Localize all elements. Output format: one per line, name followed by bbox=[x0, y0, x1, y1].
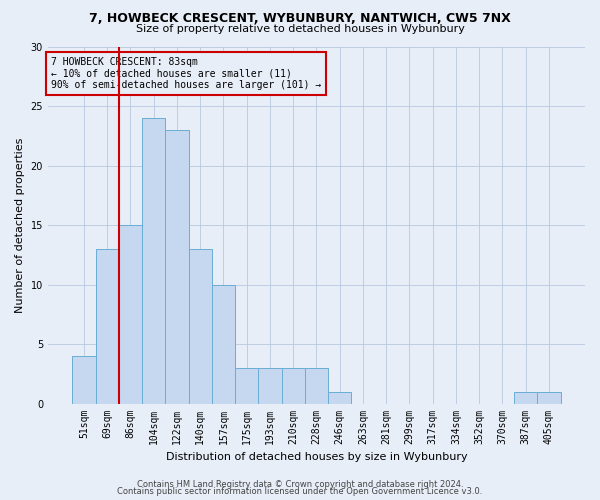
Bar bbox=[119, 226, 142, 404]
Bar bbox=[188, 249, 212, 404]
Text: Contains public sector information licensed under the Open Government Licence v3: Contains public sector information licen… bbox=[118, 487, 482, 496]
Bar bbox=[514, 392, 538, 404]
Bar bbox=[166, 130, 188, 404]
Bar bbox=[73, 356, 95, 404]
Bar bbox=[538, 392, 560, 404]
Text: Size of property relative to detached houses in Wybunbury: Size of property relative to detached ho… bbox=[136, 24, 464, 34]
Y-axis label: Number of detached properties: Number of detached properties bbox=[15, 138, 25, 313]
Bar bbox=[95, 249, 119, 404]
Bar bbox=[259, 368, 281, 404]
Bar bbox=[142, 118, 166, 404]
Text: Contains HM Land Registry data © Crown copyright and database right 2024.: Contains HM Land Registry data © Crown c… bbox=[137, 480, 463, 489]
Bar bbox=[328, 392, 352, 404]
Bar bbox=[212, 285, 235, 404]
Bar bbox=[305, 368, 328, 404]
X-axis label: Distribution of detached houses by size in Wybunbury: Distribution of detached houses by size … bbox=[166, 452, 467, 462]
Text: 7 HOWBECK CRESCENT: 83sqm
← 10% of detached houses are smaller (11)
90% of semi-: 7 HOWBECK CRESCENT: 83sqm ← 10% of detac… bbox=[50, 57, 321, 90]
Bar bbox=[235, 368, 259, 404]
Text: 7, HOWBECK CRESCENT, WYBUNBURY, NANTWICH, CW5 7NX: 7, HOWBECK CRESCENT, WYBUNBURY, NANTWICH… bbox=[89, 12, 511, 26]
Bar bbox=[281, 368, 305, 404]
